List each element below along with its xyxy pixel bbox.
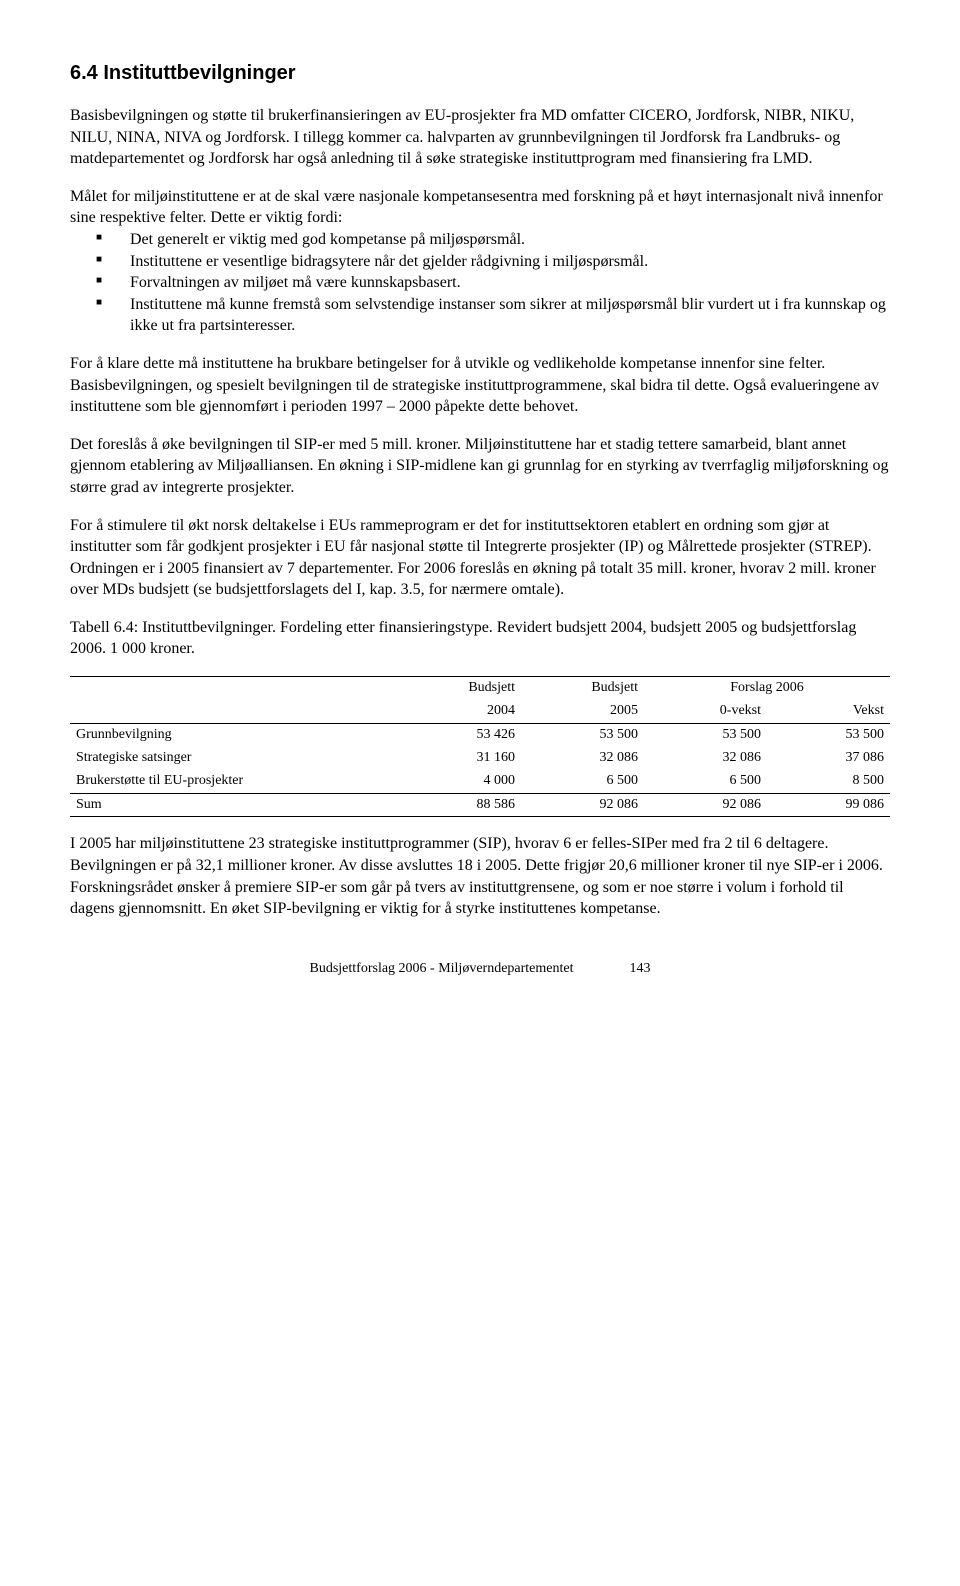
table-header-cell [70,700,398,723]
table-header-cell: Forslag 2006 [644,677,890,700]
table-cell: 31 160 [398,747,521,770]
table-header-cell [70,677,398,700]
table-row: Brukerstøtte til EU-prosjekter 4 000 6 5… [70,770,890,793]
table-cell: 37 086 [767,747,890,770]
table-cell: 92 086 [644,793,767,817]
section-heading: 6.4 Instituttbevilgninger [70,60,890,87]
page-number: 143 [630,961,651,976]
table-cell: 53 500 [767,723,890,746]
table-header-cell: 2005 [521,700,644,723]
list-item: Instituttene må kunne fremstå som selvst… [96,294,890,337]
table-cell: 32 086 [521,747,644,770]
table-cell: Strategiske satsinger [70,747,398,770]
table-cell: Grunnbevilgning [70,723,398,746]
page-footer: Budsjettforslag 2006 - Miljøverndepartem… [70,960,890,979]
table-cell: 53 426 [398,723,521,746]
table-header-cell: Vekst [767,700,890,723]
budget-table: Budsjett Budsjett Forslag 2006 2004 2005… [70,676,890,817]
list-item: Det generelt er viktig med god kompetans… [96,229,890,251]
paragraph-3: For å klare dette må instituttene ha bru… [70,353,890,418]
table-header-row-2: 2004 2005 0-vekst Vekst [70,700,890,723]
table-cell: 99 086 [767,793,890,817]
paragraph-4: Det foreslås å øke bevilgningen til SIP-… [70,434,890,499]
paragraph-1: Basisbevilgningen og støtte til brukerfi… [70,105,890,170]
table-header-row-1: Budsjett Budsjett Forslag 2006 [70,677,890,700]
table-cell: 32 086 [644,747,767,770]
table-cell: 53 500 [644,723,767,746]
table-sum-row: Sum 88 586 92 086 92 086 99 086 [70,793,890,817]
table-cell: 53 500 [521,723,644,746]
footer-text: Budsjettforslag 2006 - Miljøverndepartem… [310,961,574,976]
table-cell: 88 586 [398,793,521,817]
table-cell: 92 086 [521,793,644,817]
table-cell: Brukerstøtte til EU-prosjekter [70,770,398,793]
bullet-list: Det generelt er viktig med god kompetans… [70,229,890,337]
table-header-cell: Budsjett [398,677,521,700]
paragraph-2: Målet for miljøinstituttene er at de ska… [70,186,890,229]
table-cell: 6 500 [521,770,644,793]
table-header-cell: 2004 [398,700,521,723]
table-row: Strategiske satsinger 31 160 32 086 32 0… [70,747,890,770]
list-item: Instituttene er vesentlige bidragsytere … [96,251,890,273]
paragraph-5: For å stimulere til økt norsk deltakelse… [70,515,890,601]
table-header-cell: 0-vekst [644,700,767,723]
list-item: Forvaltningen av miljøet må være kunnska… [96,272,890,294]
paragraph-6: I 2005 har miljøinstituttene 23 strategi… [70,833,890,919]
table-cell: Sum [70,793,398,817]
table-row: Grunnbevilgning 53 426 53 500 53 500 53 … [70,723,890,746]
table-header-cell: Budsjett [521,677,644,700]
table-cell: 8 500 [767,770,890,793]
table-cell: 6 500 [644,770,767,793]
table-caption: Tabell 6.4: Instituttbevilgninger. Forde… [70,617,890,660]
table-cell: 4 000 [398,770,521,793]
